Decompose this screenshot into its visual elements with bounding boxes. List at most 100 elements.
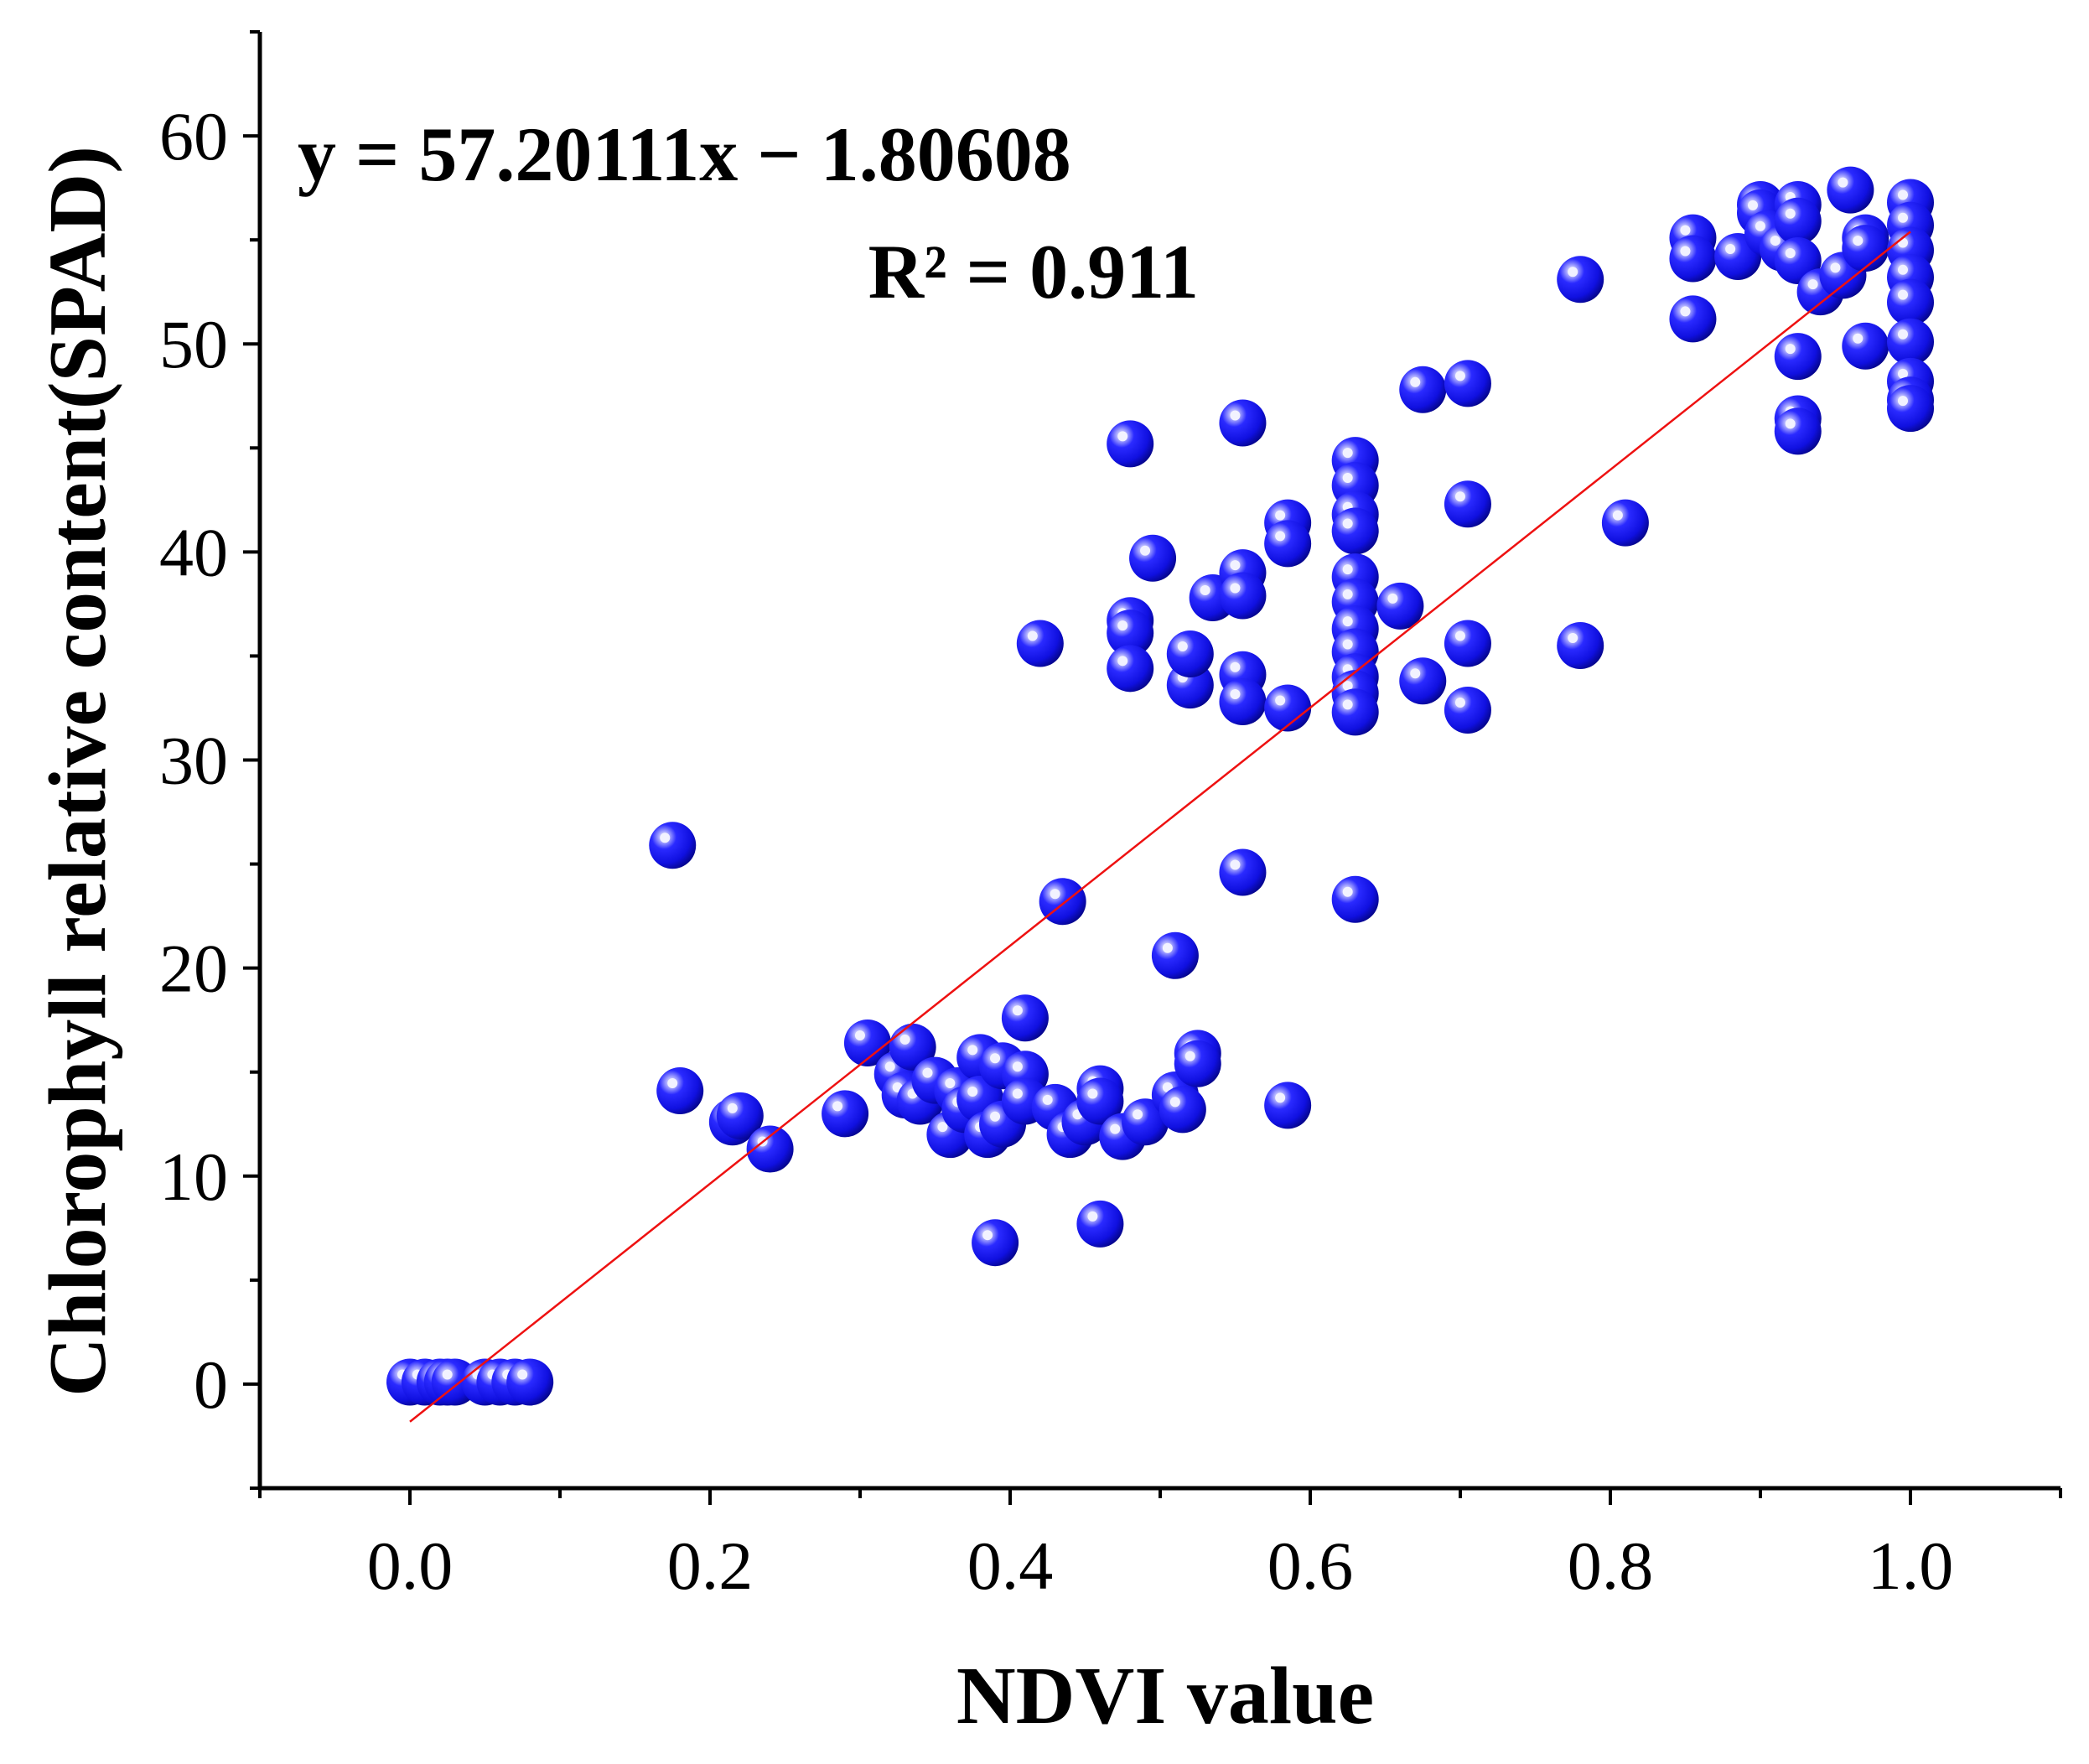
data-point-sphere: [1016, 620, 1064, 667]
data-point: [1399, 366, 1447, 413]
data-point-sphere: [1376, 582, 1424, 630]
data-point: [1774, 333, 1822, 381]
data-point-highlight: [1110, 1123, 1121, 1134]
data-point-highlight: [1230, 859, 1241, 870]
data-point-sphere: [1669, 295, 1717, 343]
data-point-highlight: [990, 1053, 1001, 1064]
x-tick-label: 0.6: [1267, 1528, 1354, 1604]
data-point-sphere: [1669, 235, 1717, 283]
data-point-sphere: [1887, 318, 1934, 366]
data-point-highlight: [1342, 472, 1353, 483]
data-point: [1887, 278, 1934, 326]
data-point-sphere: [1264, 520, 1312, 568]
data-point-sphere: [1399, 366, 1447, 413]
data-point-sphere: [1774, 407, 1822, 455]
data-point-highlight: [1342, 616, 1353, 627]
data-point-highlight: [1838, 177, 1848, 188]
data-point-sphere: [1219, 399, 1267, 447]
data-point-sphere: [506, 1358, 554, 1406]
data-point-highlight: [442, 1369, 453, 1380]
data-point-highlight: [1748, 200, 1758, 210]
data-point-highlight: [1853, 236, 1864, 246]
data-point-highlight: [967, 1086, 978, 1097]
x-axis-title: NDVI value: [956, 1651, 1374, 1741]
y-tick-label: 20: [159, 931, 228, 1007]
data-point-sphere: [1331, 875, 1379, 923]
data-point: [972, 1219, 1019, 1267]
data-point: [1001, 994, 1049, 1042]
r-squared-label: R² = 0.911: [868, 229, 1199, 314]
data-point: [1669, 235, 1717, 283]
data-point: [889, 1023, 936, 1071]
data-point-sphere: [1887, 385, 1934, 433]
data-point-highlight: [1568, 633, 1578, 644]
data-point: [1669, 295, 1717, 343]
data-point-highlight: [1612, 510, 1623, 521]
data-point: [1444, 360, 1491, 407]
regression-equation: y = 57.20111x − 1.80608: [298, 112, 1071, 197]
data-point: [1107, 610, 1154, 657]
data-point-highlight: [1177, 641, 1188, 651]
data-point-highlight: [1117, 656, 1128, 667]
x-tick-label: 0.0: [367, 1528, 454, 1604]
data-point-highlight: [1898, 396, 1908, 407]
data-point-highlight: [1342, 518, 1353, 529]
data-point: [1331, 688, 1379, 736]
data-point-highlight: [1454, 371, 1465, 381]
data-point-highlight: [1785, 208, 1796, 219]
y-tick-label: 30: [159, 723, 228, 799]
axes: 0 10 20 30 40 50 60 0.0 0.2 0.4 0.6 0.8 1.0: [159, 30, 2062, 1604]
data-point-sphere: [1219, 678, 1267, 726]
data-point-sphere: [1842, 225, 1889, 272]
data-point-sphere: [1264, 684, 1312, 732]
data-point-highlight: [1200, 584, 1210, 595]
data-point-highlight: [1410, 376, 1421, 387]
data-point-highlight: [1807, 279, 1818, 290]
data-point-highlight: [1342, 886, 1353, 897]
data-point-sphere: [1774, 197, 1822, 245]
data-point-sphere: [1557, 622, 1604, 670]
data-point-highlight: [1898, 368, 1908, 379]
data-point: [1827, 166, 1874, 214]
data-point-sphere: [1122, 1098, 1169, 1146]
data-point-sphere: [1219, 848, 1267, 896]
data-point-highlight: [667, 1078, 678, 1089]
data-point-highlight: [1680, 225, 1691, 236]
data-point-sphere: [1887, 278, 1934, 326]
data-point-highlight: [1454, 697, 1465, 708]
data-point: [1774, 197, 1822, 245]
data-point-highlight: [1785, 247, 1796, 258]
data-point-highlight: [1898, 264, 1908, 275]
data-point: [1557, 622, 1604, 670]
data-point-highlight: [1342, 639, 1353, 650]
data-point-highlight: [1785, 344, 1796, 355]
y-tick-label: 40: [159, 514, 228, 590]
data-point-highlight: [1342, 699, 1353, 710]
fit-line: [409, 231, 1911, 1423]
data-point-highlight: [854, 1030, 865, 1040]
data-point-highlight: [1785, 418, 1796, 429]
data-point: [1107, 420, 1154, 468]
data-point: [1107, 645, 1154, 693]
data-point-highlight: [1042, 1094, 1053, 1105]
data-point-highlight: [1770, 236, 1781, 246]
data-point-highlight: [967, 1045, 978, 1056]
data-point-highlight: [1169, 1097, 1180, 1108]
data-point-sphere: [716, 1092, 764, 1139]
data-point-highlight: [1230, 560, 1241, 571]
y-axis-title: Chlorophyll relative content(SPAD): [33, 146, 123, 1397]
data-point: [1399, 657, 1447, 705]
data-point-sphere: [1001, 994, 1049, 1042]
data-point-sphere: [1444, 360, 1491, 407]
data-point-highlight: [1275, 531, 1286, 542]
data-point-highlight: [884, 1061, 895, 1072]
data-point: [1887, 385, 1934, 433]
data-point-highlight: [1230, 689, 1241, 700]
data-point-sphere: [1151, 931, 1199, 979]
data-point-highlight: [1454, 491, 1465, 502]
data-point-highlight: [1454, 630, 1465, 641]
data-point-sphere: [1444, 480, 1491, 528]
data-point: [1122, 1098, 1169, 1146]
data-point: [1264, 684, 1312, 732]
